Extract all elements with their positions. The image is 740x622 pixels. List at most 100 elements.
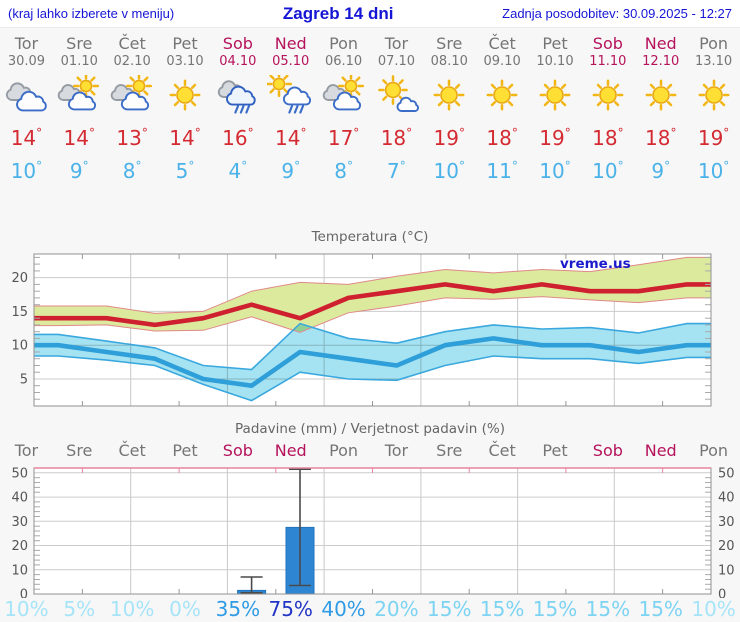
- tmax-value: 17: [327, 126, 354, 150]
- tmax-value: 19: [697, 126, 724, 150]
- precip-day-name: Sre: [436, 441, 463, 460]
- precip-probability-value: 15%: [479, 597, 525, 621]
- partly-cloudy-icon: [110, 75, 153, 111]
- precip-day-name: Tor: [14, 441, 39, 460]
- day-date: 10.10: [536, 54, 574, 69]
- forecast-day-column: Sob 04.10 16° 4°: [211, 32, 264, 185]
- precip-day-name: Pet: [172, 441, 198, 460]
- degree-sign: °: [670, 126, 677, 140]
- precip-probability-value: 10%: [691, 597, 736, 621]
- page-title: Zagreb 14 dni: [282, 3, 394, 23]
- precip-probability-value: 75%: [268, 597, 313, 621]
- sunny-icon: [169, 79, 201, 111]
- degree-sign: °: [300, 126, 307, 140]
- day-tmin: 5°: [159, 152, 212, 185]
- day-tmin: 10°: [423, 152, 476, 185]
- weather-icon: [53, 72, 106, 118]
- tmin-value: 10: [10, 159, 37, 183]
- day-tmax: 13°: [106, 119, 159, 152]
- weather-icon: [634, 72, 687, 118]
- tmin-value: 8: [122, 159, 136, 183]
- day-name: Pon: [329, 34, 359, 53]
- forecast-day-column: Pet 03.10 14° 5°: [159, 32, 212, 185]
- precip-probability-value: 15%: [532, 597, 578, 621]
- precip-probability-value: 15%: [585, 597, 631, 621]
- precipitation-chart: 0 0 10 10 20 20 30 30 40 40 50 50: [11, 466, 735, 599]
- day-tmin: 11°: [476, 152, 529, 185]
- location-menu-hint: (kraj lahko izberete v meniju): [8, 6, 175, 21]
- weather-icon: [423, 72, 476, 118]
- precipitation-day-row: Tor Sre Čet Pet Sob Ned Pon Tor Sre Čet Pet Sob Ned P…: [0, 441, 740, 464]
- degree-sign: °: [353, 126, 360, 140]
- temp-y-tick-label: 15: [11, 305, 28, 320]
- precip-probability-value: 15%: [638, 597, 683, 621]
- degree-sign: °: [141, 126, 148, 140]
- day-name: Tor: [14, 34, 39, 53]
- precip-y-tick-label-left: 40: [11, 491, 28, 506]
- watermark-link[interactable]: vreme.us: [560, 256, 631, 272]
- day-name: Sob: [222, 34, 253, 53]
- tmin-value: 9: [651, 159, 665, 183]
- degree-sign: °: [564, 126, 571, 140]
- day-date: 08.10: [430, 54, 468, 69]
- tmax-value: 18: [486, 126, 512, 150]
- degree-sign: °: [617, 126, 624, 140]
- precip-y-tick-label-right: 10: [718, 563, 735, 578]
- day-tmin: 4°: [211, 152, 264, 185]
- precip-y-tick-label-right: 0: [718, 588, 726, 599]
- degree-sign: °: [399, 159, 406, 173]
- degree-sign: °: [723, 159, 730, 173]
- degree-sign: °: [89, 126, 95, 140]
- tmin-value: 10: [697, 159, 724, 183]
- degree-sign: °: [723, 126, 730, 140]
- day-tmin: 10°: [687, 152, 740, 185]
- tmax-value: 14: [10, 126, 37, 150]
- degree-sign: °: [188, 159, 195, 173]
- header-bar: (kraj lahko izberete v meniju) Zagreb 14…: [0, 0, 740, 28]
- day-date: 02.10: [113, 54, 151, 69]
- temperature-chart-title: Temperatura (°C): [311, 229, 429, 245]
- day-tmax: 18°: [634, 119, 687, 152]
- degree-sign: °: [36, 126, 43, 140]
- tmax-value: 14: [63, 126, 89, 150]
- day-date: 05.10: [272, 54, 310, 69]
- sunny-icon: [486, 79, 518, 111]
- day-name: Pon: [699, 34, 729, 53]
- forecast-day-column: Sre 01.10 14° 9°: [53, 32, 106, 185]
- day-date: 09.10: [483, 54, 521, 69]
- day-tmax: 19°: [529, 119, 582, 152]
- day-name: Ned: [644, 34, 677, 53]
- day-date: 07.10: [377, 54, 416, 69]
- day-tmax: 18°: [476, 119, 529, 152]
- day-name: Tor: [384, 34, 409, 53]
- tmax-value: 16: [222, 126, 248, 150]
- precip-y-tick-label-right: 40: [718, 491, 735, 506]
- precip-day-name: Ned: [274, 441, 307, 460]
- tmin-value: 7: [387, 159, 400, 183]
- precip-day-name: Sre: [66, 441, 93, 460]
- day-tmin: 9°: [264, 152, 317, 185]
- sunny-icon: [645, 79, 677, 111]
- precip-y-tick-label-left: 10: [11, 563, 28, 578]
- precip-y-tick-label-left: 0: [20, 588, 28, 599]
- tmin-value: 11: [486, 159, 512, 183]
- day-tmin: 8°: [317, 152, 370, 185]
- precip-probability-value: 10%: [4, 597, 49, 621]
- forecast-day-column: Čet 09.10 18° 11°: [476, 32, 529, 185]
- forecast-day-column: Pon 13.10 19° 10°: [687, 32, 740, 185]
- day-name: Sob: [592, 34, 623, 53]
- forecast-strip: Tor 30.09 14° 10° Sre 01.10 14° 9° Čet 0…: [0, 28, 740, 185]
- tmin-value: 5: [175, 159, 189, 183]
- cloudy-icon: [6, 82, 48, 112]
- day-date: 06.10: [324, 54, 363, 69]
- degree-sign: °: [194, 126, 201, 140]
- forecast-day-column: Tor 07.10 18° 7°: [370, 32, 423, 185]
- day-tmin: 10°: [581, 152, 634, 185]
- precip-y-tick-label-right: 30: [718, 515, 735, 530]
- degree-sign: °: [346, 159, 353, 173]
- day-tmax: 16°: [211, 119, 264, 152]
- precip-y-tick-label-left: 30: [11, 515, 28, 530]
- sunny-icon: [592, 79, 624, 111]
- degree-sign: °: [511, 159, 518, 173]
- precip-y-tick-label-right: 20: [718, 539, 735, 554]
